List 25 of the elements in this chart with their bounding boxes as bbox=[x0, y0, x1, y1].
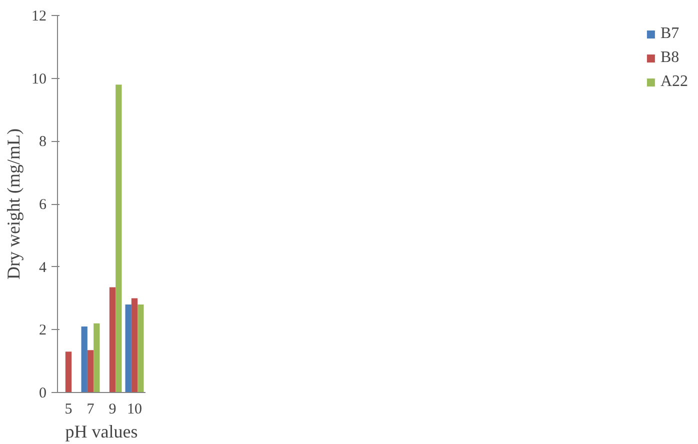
x-tick-label: 9 bbox=[108, 402, 116, 418]
bar bbox=[87, 350, 94, 392]
bar bbox=[138, 304, 144, 392]
bar bbox=[81, 326, 88, 392]
y-tick-label: 8 bbox=[39, 134, 46, 150]
bar bbox=[65, 352, 72, 392]
x-axis-title: pH values bbox=[65, 422, 138, 442]
bar bbox=[125, 304, 132, 392]
legend-label: A22 bbox=[660, 73, 688, 91]
legend-label: B7 bbox=[660, 25, 680, 43]
x-tick-label: 10 bbox=[127, 402, 142, 418]
y-tick-label: 10 bbox=[32, 71, 46, 88]
y-tick-label: 0 bbox=[39, 386, 46, 402]
legend-label: B8 bbox=[660, 49, 680, 67]
y-axis-title: Dry weight (mg/mL) bbox=[4, 128, 24, 280]
y-tick-label: 2 bbox=[39, 322, 46, 339]
bar bbox=[94, 323, 100, 392]
x-tick-label: 5 bbox=[64, 402, 72, 418]
bar bbox=[116, 84, 122, 392]
y-tick-label: 12 bbox=[32, 8, 46, 24]
y-tick-label: 4 bbox=[39, 260, 47, 276]
bar bbox=[109, 287, 116, 392]
y-tick-label: 6 bbox=[39, 197, 47, 213]
x-tick-label: 7 bbox=[86, 402, 95, 418]
bar bbox=[131, 298, 138, 392]
